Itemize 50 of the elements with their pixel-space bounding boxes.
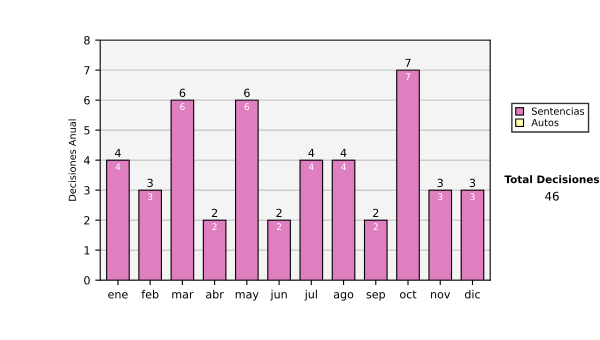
y-tick-label: 1	[84, 246, 90, 254]
x-tick-label: jun	[270, 290, 287, 301]
total-label: 2	[373, 208, 378, 217]
y-tick-label: 2	[84, 216, 90, 224]
data-label: 4	[308, 163, 314, 170]
y-tick-label: 6	[84, 96, 90, 105]
text: Total Decisiones	[504, 175, 600, 184]
data-label: 6	[180, 103, 185, 110]
y-tick-label: 3	[84, 186, 90, 195]
y-tick-label: 0	[84, 276, 90, 285]
x-tick-label: oct	[400, 290, 416, 298]
x-tick-label: ene	[108, 292, 128, 298]
data-label: 3	[438, 193, 442, 200]
x-tick-label: mar	[172, 292, 194, 298]
total-label: 3	[147, 178, 153, 188]
total-label: 4	[308, 148, 314, 157]
x-tick-label: nov	[431, 292, 450, 298]
y-tick-label: 7	[84, 66, 90, 74]
total-label: 7	[405, 58, 411, 67]
x-tick-label: feb	[142, 290, 158, 298]
total-label: 6	[180, 88, 186, 98]
x-tick-label: abr	[206, 290, 224, 298]
y-tick-label: 4	[84, 156, 90, 164]
total-label: 2	[212, 208, 218, 217]
data-label: 4	[115, 163, 120, 170]
total-label: 4	[114, 148, 121, 157]
x-tick-label: dic	[464, 290, 480, 298]
data-label: 6	[244, 103, 250, 110]
y-tick-label: 8	[84, 36, 90, 44]
total-label: 6	[244, 88, 250, 98]
x-tick-label: sep	[366, 292, 386, 301]
total-label: 2	[276, 208, 282, 217]
data-label: 2	[212, 223, 217, 230]
x-tick-label: jul	[304, 290, 317, 301]
data-label: 3	[148, 193, 152, 200]
y-axis-title: Decisiones Anual	[68, 119, 76, 201]
total-label: 4	[340, 148, 346, 157]
data-label: 4	[341, 163, 346, 170]
y-tick-label: 5	[84, 126, 90, 135]
total-label: 3	[438, 178, 443, 188]
data-label: 2	[374, 223, 378, 230]
legend-label: Autos	[531, 119, 558, 126]
data-label: 2	[276, 223, 282, 230]
data-label: 3	[470, 193, 475, 200]
data-label: 7	[406, 73, 410, 80]
legend-label: Sentencias	[532, 107, 584, 115]
x-tick-label: may	[236, 292, 259, 301]
total-label: 3	[470, 178, 476, 188]
x-tick-label: ago	[334, 292, 354, 301]
text: 46	[545, 192, 559, 201]
